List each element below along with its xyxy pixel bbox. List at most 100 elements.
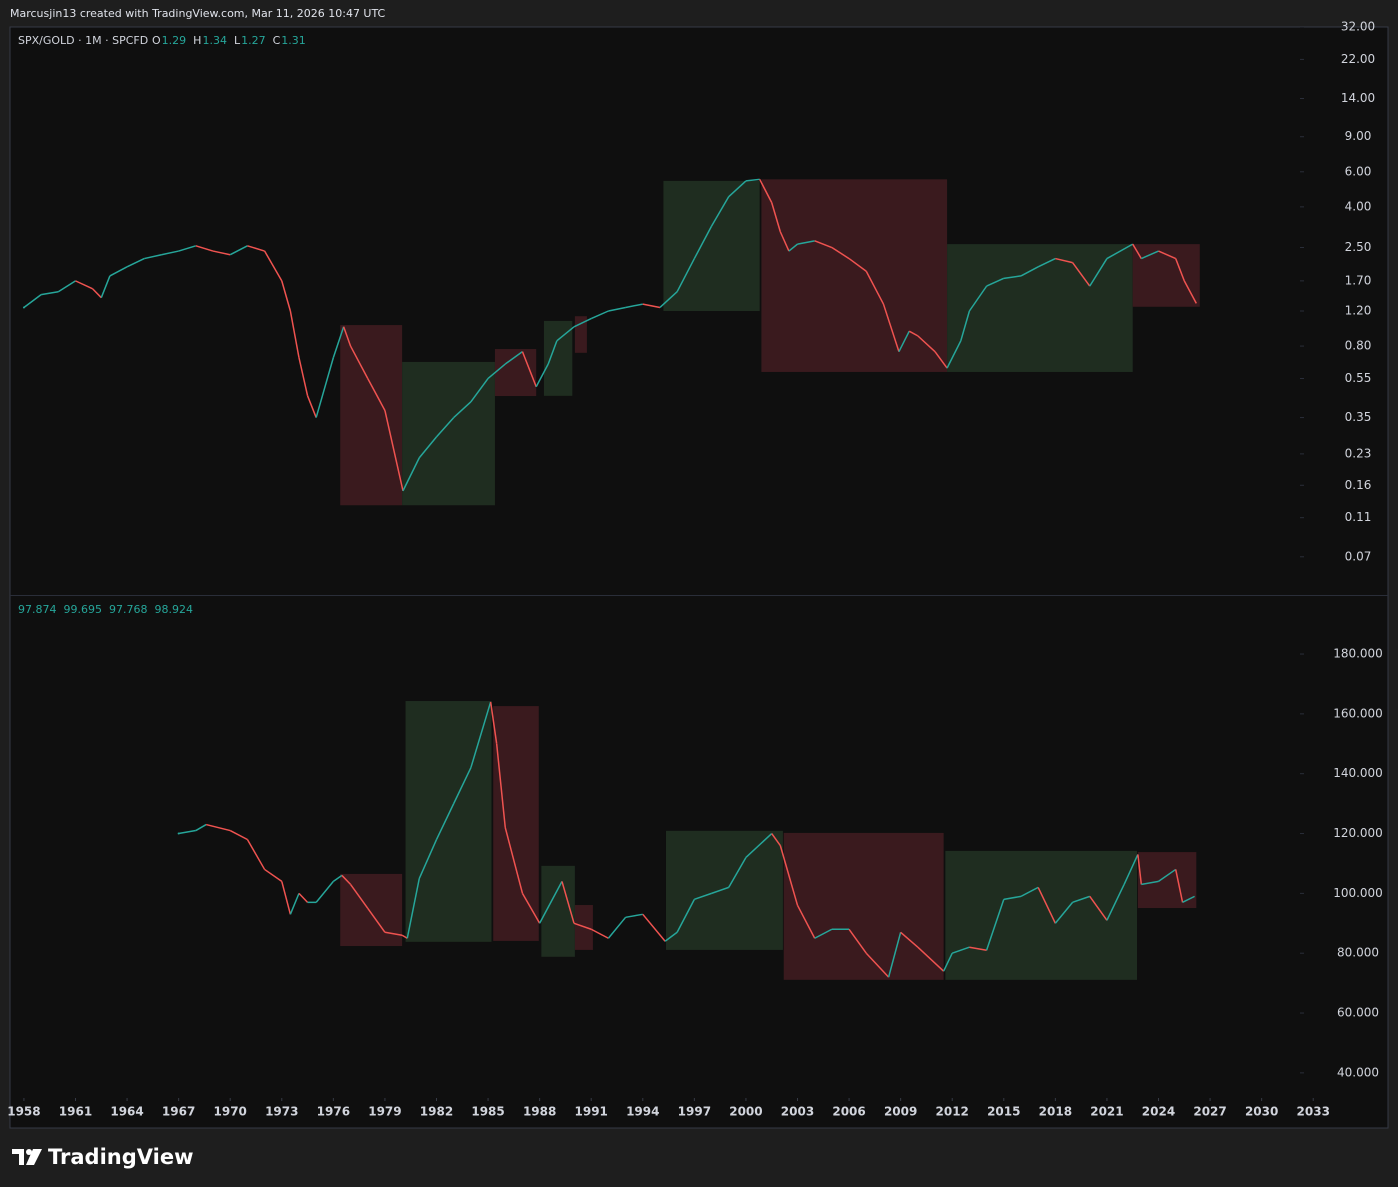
ohlc-letter: L — [234, 34, 241, 47]
price-segment — [402, 457, 420, 492]
x-tick-label: 1967 — [162, 1105, 195, 1119]
logo-dot — [26, 1149, 32, 1155]
price-segment — [1003, 275, 1022, 280]
y-tick-label: 4.00 — [1345, 199, 1372, 213]
price-segment — [1123, 854, 1139, 885]
price-segment — [561, 881, 575, 924]
ohlc-value: 1.31 — [281, 34, 306, 47]
zone — [783, 832, 944, 980]
price-segment — [814, 928, 833, 939]
price-segment — [625, 303, 643, 309]
ohlc-value: 99.695 — [64, 603, 103, 616]
price-segment — [229, 245, 248, 256]
logo-mark — [26, 1149, 42, 1165]
y-tick-label: 22.00 — [1341, 52, 1375, 66]
price-segment — [195, 823, 207, 832]
x-tick-label: 1976 — [317, 1105, 350, 1119]
price-segment — [898, 330, 910, 352]
price-segment — [934, 351, 948, 369]
price-segment — [968, 285, 988, 312]
ohlc-letter: H — [193, 34, 201, 47]
price-segment — [779, 231, 790, 252]
price-segment — [865, 270, 885, 305]
price-segment — [341, 874, 352, 885]
price-segment — [384, 410, 404, 492]
price-segment — [882, 303, 900, 352]
zone — [945, 850, 1138, 980]
price-segment — [349, 345, 369, 379]
top-pane — [22, 27, 1304, 558]
price-segment — [1174, 869, 1184, 903]
price-segment — [504, 351, 523, 365]
price-segment — [1182, 895, 1195, 904]
price-segment — [1020, 886, 1039, 898]
price-segment — [865, 952, 890, 978]
ohlc-letter: O — [152, 34, 161, 47]
ohlc-value: 1.34 — [202, 34, 227, 47]
price-segment — [960, 310, 971, 342]
ohlc-value: 97.874 — [18, 603, 57, 616]
logo-mark — [12, 1149, 24, 1165]
price-segment — [40, 290, 59, 296]
y-tick-label: 140.000 — [1333, 766, 1383, 780]
x-tick-label: 2015 — [987, 1105, 1020, 1119]
price-segment — [917, 335, 936, 353]
price-segment — [814, 240, 833, 249]
price-segment — [1054, 901, 1074, 924]
ohlc-value: 98.924 — [155, 603, 194, 616]
price-segment — [521, 351, 537, 387]
price-segment — [418, 436, 438, 459]
price-segment — [1132, 243, 1142, 259]
price-segment — [1055, 257, 1073, 264]
y-tick-label: 32.00 — [1341, 20, 1375, 34]
price-segment — [281, 280, 292, 312]
ohlc-value: 97.768 — [109, 603, 148, 616]
zone — [493, 706, 539, 941]
price-segment — [298, 892, 309, 903]
zone — [340, 325, 403, 506]
price-segment — [281, 881, 292, 915]
price-segment — [1106, 243, 1134, 260]
price-segment — [728, 857, 747, 888]
price-segment — [75, 280, 94, 290]
x-tick-label: 1985 — [471, 1105, 504, 1119]
price-segment — [1071, 262, 1091, 287]
price-segment — [590, 928, 609, 939]
price-segment — [453, 767, 472, 804]
price-segment — [195, 245, 214, 252]
x-tick-label: 2000 — [729, 1105, 762, 1119]
price-segment — [1003, 895, 1022, 901]
price-segment — [1137, 854, 1143, 885]
price-segment — [178, 245, 197, 252]
price-segment — [710, 196, 730, 227]
price-segment — [264, 868, 283, 883]
price-segment — [178, 829, 196, 835]
x-tick-label: 2030 — [1245, 1105, 1278, 1119]
x-tick-label: 1970 — [214, 1105, 247, 1119]
price-segment — [969, 946, 987, 951]
price-segment — [607, 916, 627, 939]
x-tick-label: 1994 — [626, 1105, 659, 1119]
x-tick-label: 1982 — [420, 1105, 453, 1119]
price-segment — [573, 922, 592, 930]
price-segment — [676, 899, 696, 933]
price-segment — [342, 326, 352, 347]
x-tick-label: 1979 — [368, 1105, 401, 1119]
price-segment — [1020, 266, 1039, 277]
y-tick-label: 60.000 — [1337, 1006, 1379, 1020]
price-segment — [538, 881, 563, 924]
price-segment — [315, 880, 334, 903]
y-tick-label: 6.00 — [1345, 164, 1372, 178]
price-segment — [986, 277, 1005, 287]
zone — [405, 701, 492, 942]
price-segment — [367, 907, 386, 933]
price-segment — [229, 829, 248, 841]
zone — [543, 320, 573, 396]
price-segment — [1174, 258, 1185, 282]
price-segment — [289, 310, 300, 358]
price-segment — [406, 878, 421, 939]
price-segment — [384, 931, 403, 936]
header-text: Marcusjin13 created with TradingView.com… — [10, 7, 386, 20]
